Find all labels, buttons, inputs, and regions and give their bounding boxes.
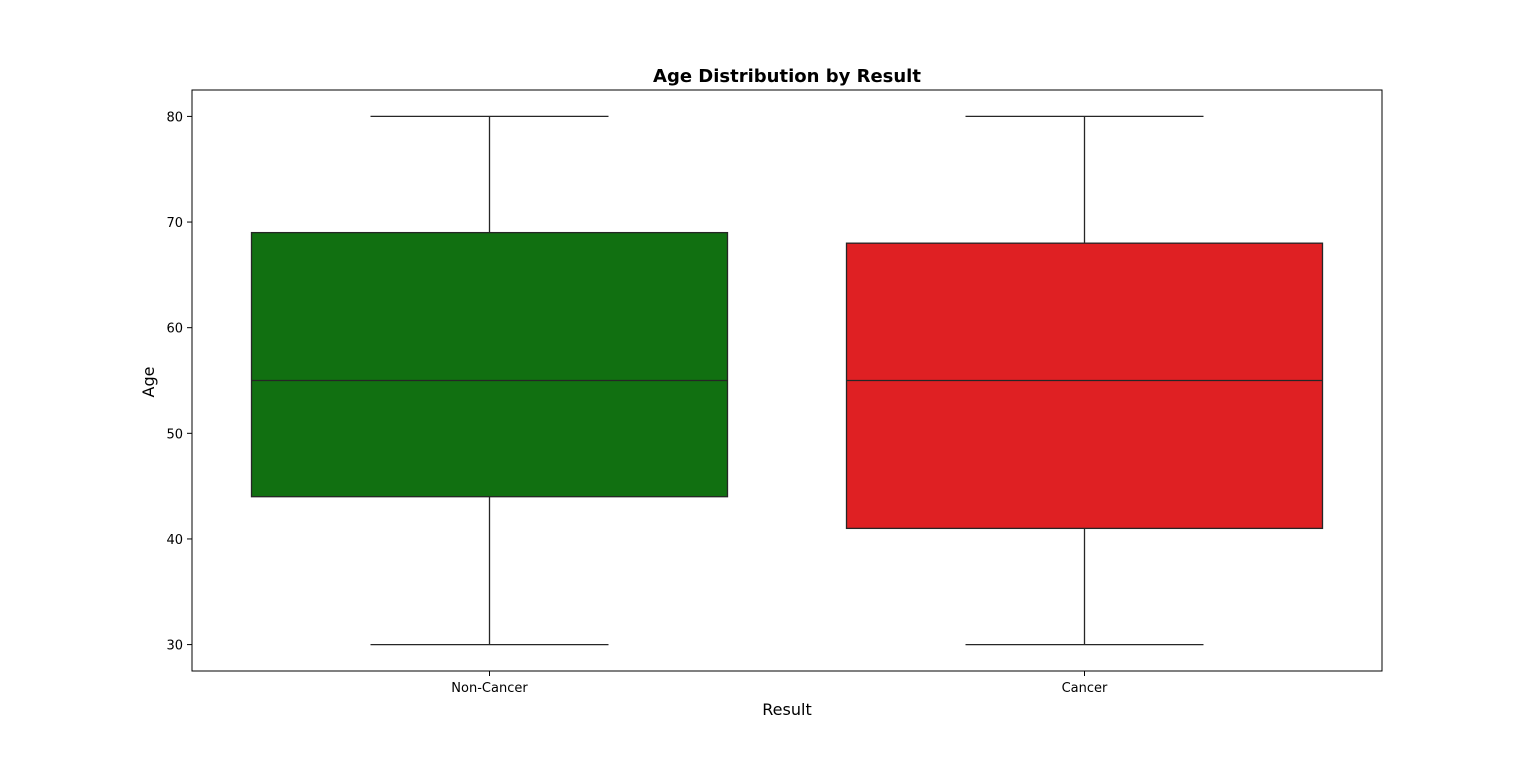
box-non-cancer (250, 231, 729, 498)
y-tick-label: 80 (166, 110, 183, 125)
y-tick-label: 50 (166, 427, 183, 442)
plot-area: 30 40 50 60 70 80 Non-Cancer Cancer (166, 89, 1383, 696)
chart-title: Age Distribution by Result (653, 66, 921, 87)
x-tick-label: Cancer (1062, 681, 1108, 696)
x-tick-label: Non-Cancer (451, 681, 528, 696)
box-cancer (845, 242, 1324, 530)
x-axis-label: Result (762, 700, 811, 719)
y-axis-label: Age (139, 367, 158, 398)
plot-frame (191, 89, 1383, 672)
y-tick-label: 40 (166, 533, 183, 548)
y-tick-label: 30 (166, 639, 183, 654)
y-tick-label: 70 (166, 216, 183, 231)
y-tick-label: 60 (166, 322, 183, 337)
